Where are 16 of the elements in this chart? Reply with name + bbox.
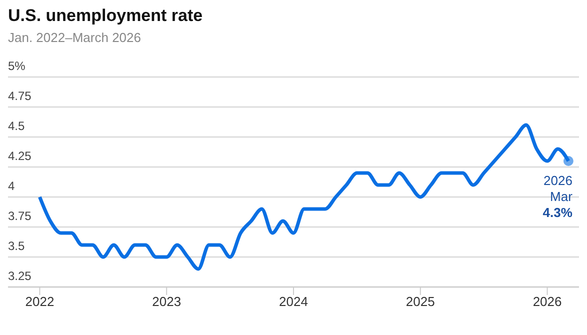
x-tick-label: 2022 [25, 294, 54, 310]
x-tick-label: 2025 [406, 294, 435, 310]
y-tick-label: 3.75 [8, 209, 32, 223]
chart-subtitle: Jan. 2022–March 2026 [8, 30, 142, 45]
x-tick-label: 2024 [279, 294, 308, 310]
y-tick-label: 4 [8, 179, 15, 193]
y-tick-label: 4.75 [8, 89, 32, 103]
y-tick-label: 5% [8, 59, 26, 73]
y-tick-label: 3.25 [8, 269, 32, 283]
y-tick-label: 4.5 [8, 119, 26, 133]
chart-title: U.S. unemployment rate [8, 6, 204, 26]
y-tick-label: 4.25 [8, 149, 32, 163]
y-tick-label: 3.5 [8, 239, 26, 253]
x-tick-label: 2023 [152, 294, 182, 310]
annotation: 2026 Mar 4.3% [542, 173, 574, 220]
x-tick-label: 2026 [532, 294, 562, 310]
